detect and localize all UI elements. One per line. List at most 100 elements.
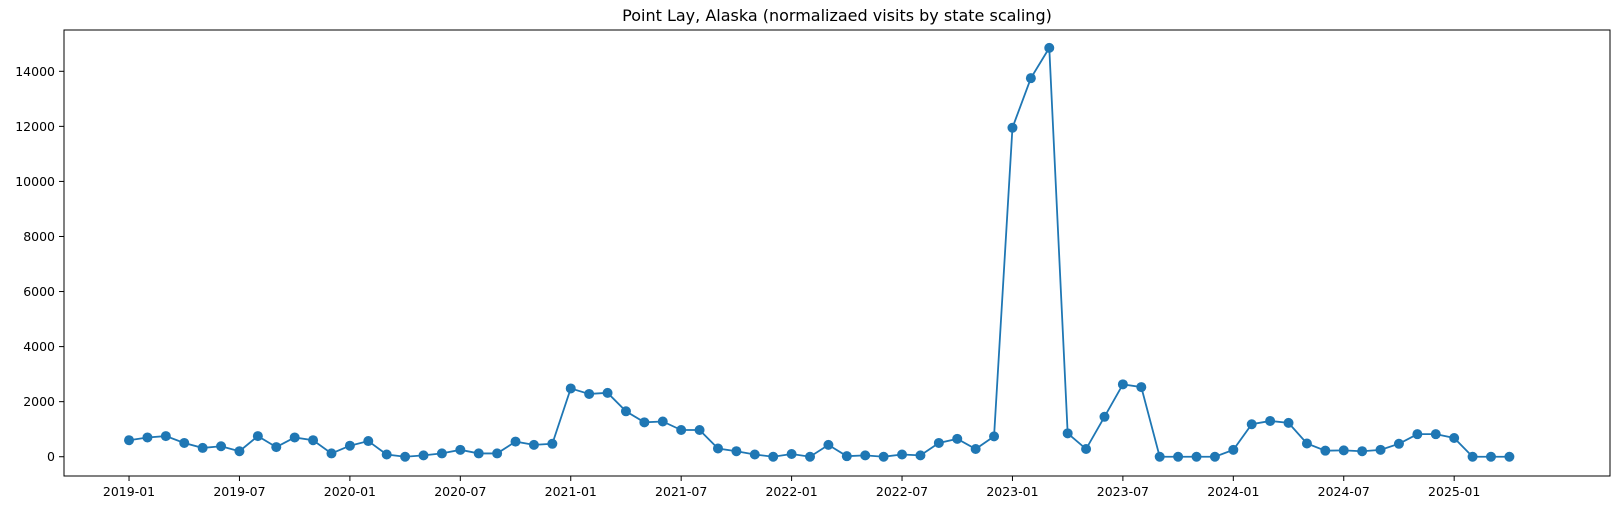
data-point — [620, 406, 631, 417]
x-tick-label: 2023-01 — [986, 484, 1038, 499]
data-point — [1173, 451, 1184, 462]
y-tick-label: 12000 — [15, 119, 55, 134]
x-tick-label: 2023-07 — [1097, 484, 1149, 499]
x-tick-label: 2020-07 — [434, 484, 486, 499]
data-point — [197, 442, 208, 453]
data-point — [1338, 445, 1349, 456]
data-point — [363, 436, 374, 447]
data-point — [1007, 122, 1018, 133]
data-point — [584, 388, 595, 399]
data-point — [289, 432, 300, 443]
x-axis: 2019-01 2019-07 2020-01 2020-07 2021-01 2021-… — [103, 476, 1480, 499]
data-point — [768, 451, 779, 462]
data-point — [565, 383, 576, 394]
x-tick-label: 2019-01 — [103, 484, 155, 499]
data-point — [1228, 444, 1239, 455]
data-point — [676, 425, 687, 436]
data-point — [492, 448, 503, 459]
plot-frame — [63, 29, 1611, 477]
data-point — [1393, 438, 1404, 449]
x-tick-label: 2025-01 — [1428, 484, 1480, 499]
data-point — [989, 431, 1000, 442]
data-point — [712, 443, 723, 454]
data-point — [1412, 429, 1423, 440]
data-point — [1117, 379, 1128, 390]
data-point — [124, 435, 135, 446]
data-point — [1099, 411, 1110, 422]
data-point — [1136, 382, 1147, 393]
data-point — [528, 439, 539, 450]
y-tick-label: 6000 — [23, 284, 55, 299]
data-point — [308, 435, 319, 446]
data-point — [1357, 446, 1368, 457]
data-point — [805, 451, 816, 462]
data-point — [915, 450, 926, 461]
y-tick-label: 10000 — [15, 174, 55, 189]
data-point — [510, 436, 521, 447]
data-point — [234, 446, 245, 457]
y-tick-label: 4000 — [23, 339, 55, 354]
data-point — [1246, 419, 1257, 430]
data-point — [142, 432, 153, 443]
data-point — [1375, 444, 1386, 455]
data-point — [823, 439, 834, 450]
x-tick-label: 2020-01 — [324, 484, 376, 499]
data-point — [657, 416, 668, 427]
data-point — [970, 444, 981, 455]
data-point — [547, 438, 558, 449]
data-point — [271, 442, 282, 453]
data-point — [1467, 451, 1478, 462]
data-point — [455, 444, 466, 455]
data-point — [1320, 445, 1331, 456]
data-point — [639, 417, 650, 428]
data-point — [1430, 429, 1441, 440]
data-point — [344, 440, 355, 451]
y-tick-label: 0 — [47, 449, 55, 464]
series-line — [128, 44, 1510, 458]
data-point — [952, 433, 963, 444]
data-point — [933, 437, 944, 448]
data-point — [1191, 451, 1202, 462]
data-point — [400, 451, 411, 462]
data-point — [436, 448, 447, 459]
x-tick-label: 2022-01 — [765, 484, 817, 499]
data-point — [1283, 417, 1294, 428]
data-point — [1449, 433, 1460, 444]
y-tick-label: 8000 — [23, 229, 55, 244]
x-tick-label: 2021-01 — [545, 484, 597, 499]
data-point — [473, 448, 484, 459]
data-point — [841, 451, 852, 462]
data-points — [124, 42, 1515, 462]
data-point — [897, 449, 908, 460]
data-point — [1265, 415, 1276, 426]
data-point — [418, 450, 429, 461]
x-tick-label: 2024-01 — [1207, 484, 1259, 499]
data-point — [1081, 444, 1092, 455]
data-point — [1044, 42, 1055, 53]
data-point — [860, 450, 871, 461]
data-point — [731, 446, 742, 457]
data-point — [179, 437, 190, 448]
data-point — [1154, 451, 1165, 462]
data-point — [694, 425, 705, 436]
x-tick-label: 2019-07 — [213, 484, 265, 499]
data-point — [1504, 451, 1515, 462]
data-point — [1062, 428, 1073, 439]
data-point — [786, 448, 797, 459]
y-tick-label: 2000 — [23, 394, 55, 409]
data-point — [1209, 451, 1220, 462]
data-point — [1301, 438, 1312, 449]
x-tick-label: 2021-07 — [655, 484, 707, 499]
data-point — [878, 451, 889, 462]
data-point — [749, 449, 760, 460]
y-tick-label: 14000 — [15, 64, 55, 79]
data-point — [381, 449, 392, 460]
x-tick-label: 2024-07 — [1318, 484, 1370, 499]
x-tick-label: 2022-07 — [876, 484, 928, 499]
data-point — [252, 431, 263, 442]
data-point — [1485, 451, 1496, 462]
data-point — [160, 431, 171, 442]
y-axis: 0 2000 4000 6000 8000 10000 12000 14000 — [15, 64, 64, 464]
